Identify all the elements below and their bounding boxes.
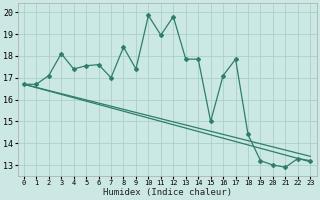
X-axis label: Humidex (Indice chaleur): Humidex (Indice chaleur) bbox=[103, 188, 232, 197]
